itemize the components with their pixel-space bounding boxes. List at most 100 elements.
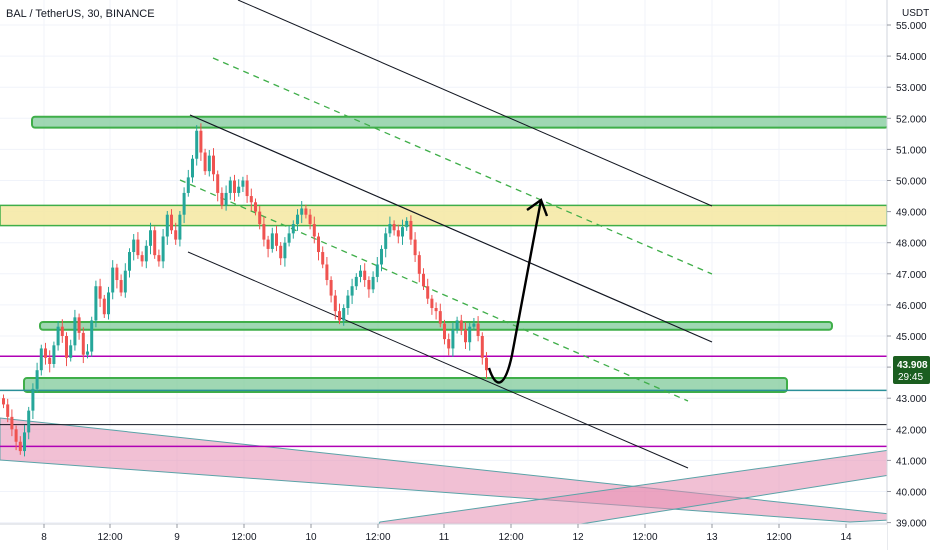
candle-body xyxy=(90,320,94,352)
candle-body xyxy=(39,348,43,371)
candle-body xyxy=(262,224,266,240)
candle-body xyxy=(375,264,379,277)
candle-body xyxy=(367,280,371,290)
candle-body xyxy=(396,230,400,237)
y-tick-label: 52.000 xyxy=(896,114,927,125)
dashed-lower-channel-line xyxy=(179,179,689,402)
candle-body xyxy=(115,267,119,281)
candle-body xyxy=(144,245,148,262)
candle-body xyxy=(102,298,106,315)
candle-body xyxy=(380,248,383,265)
projection-arrow xyxy=(487,198,549,384)
last-price-box: 43.908 29:45 xyxy=(893,356,930,384)
candle-body xyxy=(350,286,354,296)
green-zone-45 xyxy=(39,321,833,331)
candle-body xyxy=(153,230,157,256)
candle-body xyxy=(60,326,64,336)
candle-body xyxy=(304,208,308,215)
candle-body xyxy=(430,298,434,309)
projection-arrow-curve xyxy=(487,199,543,384)
candle-body xyxy=(338,311,341,321)
upper-channel-line xyxy=(237,0,713,207)
lower-channel-line xyxy=(187,251,689,469)
candle-body xyxy=(354,276,358,287)
last-price-box-bg xyxy=(893,356,930,384)
y-tick-label: 53.000 xyxy=(896,83,927,94)
candle-body xyxy=(56,326,60,346)
x-tick-label: 12:00 xyxy=(632,532,657,543)
candle-body xyxy=(191,158,194,178)
candle-body xyxy=(413,239,417,256)
green-zone-43 xyxy=(23,376,788,393)
x-axis-bg xyxy=(0,524,887,550)
x-tick-label: 9 xyxy=(174,532,180,543)
candle-body xyxy=(186,177,190,193)
x-tick-label: 11 xyxy=(439,532,450,543)
candle-body xyxy=(48,357,52,364)
candle-body xyxy=(27,410,31,433)
candle-body xyxy=(98,286,102,299)
y-tick-label: 41.000 xyxy=(896,456,927,467)
x-tick-label: 12:00 xyxy=(498,532,523,543)
candle-body xyxy=(136,239,140,256)
candle-body xyxy=(178,214,182,240)
candle-body xyxy=(312,224,316,237)
y-axis: 39.00040.00041.00042.00043.00044.00045.0… xyxy=(886,0,932,550)
candle-body xyxy=(346,295,350,309)
candle-body xyxy=(203,152,207,172)
candle-body xyxy=(258,211,262,225)
candle-body xyxy=(65,336,68,358)
candle-body xyxy=(10,416,14,430)
candle-body xyxy=(182,192,186,215)
x-tick-label: 12:00 xyxy=(365,532,390,543)
candle-body xyxy=(296,214,299,225)
candle-body xyxy=(279,245,283,259)
candle-body xyxy=(325,264,329,281)
y-tick-label: 49.000 xyxy=(896,208,927,219)
candle-body xyxy=(52,345,56,364)
candle-body xyxy=(228,180,232,193)
candle-body xyxy=(363,270,367,281)
candle-body xyxy=(6,404,10,417)
candle-body xyxy=(254,202,257,212)
candle-body xyxy=(438,311,442,324)
candle-body xyxy=(426,286,430,299)
y-axis-bg xyxy=(887,0,932,550)
candle-body xyxy=(73,317,77,346)
candle-body xyxy=(237,186,241,193)
candle-body xyxy=(434,308,438,312)
candle-body xyxy=(384,233,388,249)
y-tick-label: 40.000 xyxy=(896,488,927,499)
candle-body xyxy=(224,192,228,206)
candle-body xyxy=(31,388,35,411)
y-tick-label: 42.000 xyxy=(896,425,927,436)
x-tick-label: 12:00 xyxy=(97,532,122,543)
candle-body xyxy=(392,224,396,231)
candle-body xyxy=(266,239,270,249)
y-tick-label: 51.000 xyxy=(896,145,927,156)
last-price-label: 43.908 xyxy=(897,360,928,371)
candle-body xyxy=(18,441,22,452)
yellow-zone-49 xyxy=(0,204,888,227)
x-tick-label: 8 xyxy=(41,532,47,543)
y-tick-label: 54.000 xyxy=(896,52,927,63)
y-tick-label: 47.000 xyxy=(896,270,927,281)
y-tick-label: 45.000 xyxy=(896,332,927,343)
candle-body xyxy=(14,429,18,442)
pink-channel-bands xyxy=(0,417,891,541)
candle-body xyxy=(405,220,409,228)
candle-body xyxy=(472,323,476,327)
x-axis: 8 12:00 9 12:00 10 12:00 11 12:00 12 12:00 13 12:00… xyxy=(0,523,887,550)
candle-body xyxy=(241,180,245,187)
candle-body xyxy=(94,286,98,321)
horizontal-levels xyxy=(0,355,887,448)
x-tick-label: 12:00 xyxy=(766,532,791,543)
candle-body xyxy=(287,233,291,243)
candle-body xyxy=(480,336,484,358)
candle-body xyxy=(233,180,236,193)
candle-body xyxy=(359,270,362,277)
candle-body xyxy=(308,214,312,225)
candle-body xyxy=(464,329,467,343)
candle-body xyxy=(149,230,152,246)
